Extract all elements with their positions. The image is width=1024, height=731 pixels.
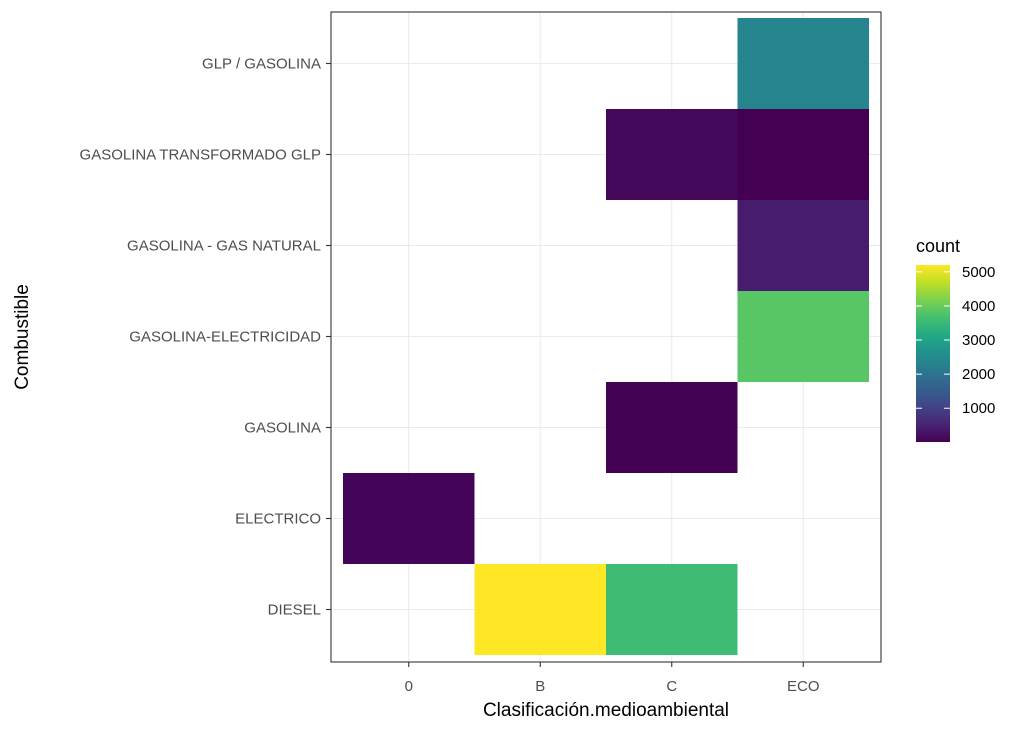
heatmap-cell	[737, 18, 869, 109]
y-tick-label: GASOLINA - GAS NATURAL	[127, 238, 321, 255]
x-axis-title: Clasificación.medioambiental	[483, 700, 729, 721]
x-tick-label: B	[535, 678, 545, 695]
heatmap-cells	[343, 18, 869, 655]
y-tick-label: GASOLINA TRANSFORMADO GLP	[80, 147, 321, 164]
heatmap-cell	[343, 473, 475, 564]
heatmap-cell	[606, 564, 738, 655]
legend-tick-label: 2000	[962, 366, 995, 383]
x-tick-label: C	[666, 678, 677, 695]
legend-tick-label: 4000	[962, 298, 995, 315]
x-axis-ticks: 0 B C ECO	[405, 662, 820, 695]
color-legend: count 1000 2000 3000 4000 5000	[916, 236, 995, 442]
heatmap-cell	[737, 109, 869, 200]
y-tick-label: DIESEL	[268, 602, 321, 619]
y-tick-label: GLP / GASOLINA	[202, 56, 321, 73]
x-tick-label: ECO	[787, 678, 820, 695]
heatmap-cell	[606, 109, 738, 200]
heatmap-cell	[737, 200, 869, 291]
heatmap-cell	[737, 291, 869, 382]
y-tick-label: GASOLINA	[244, 420, 321, 437]
x-tick-label: 0	[405, 678, 413, 695]
y-axis-title: Combustible	[12, 284, 33, 390]
y-axis-ticks: DIESEL ELECTRICO GASOLINA GASOLINA-ELECTRIC…	[80, 56, 331, 619]
heatmap-cell	[606, 382, 738, 473]
heatmap-cell	[474, 564, 606, 655]
legend-ticks: 1000 2000 3000 4000 5000	[916, 264, 995, 417]
y-tick-label: ELECTRICO	[235, 511, 321, 528]
y-tick-label: GASOLINA-ELECTRICIDAD	[129, 329, 321, 346]
legend-tick-label: 3000	[962, 332, 995, 349]
legend-tick-label: 5000	[962, 264, 995, 281]
legend-tick-label: 1000	[962, 400, 995, 417]
legend-colorbar	[916, 265, 950, 442]
legend-title: count	[916, 236, 960, 256]
